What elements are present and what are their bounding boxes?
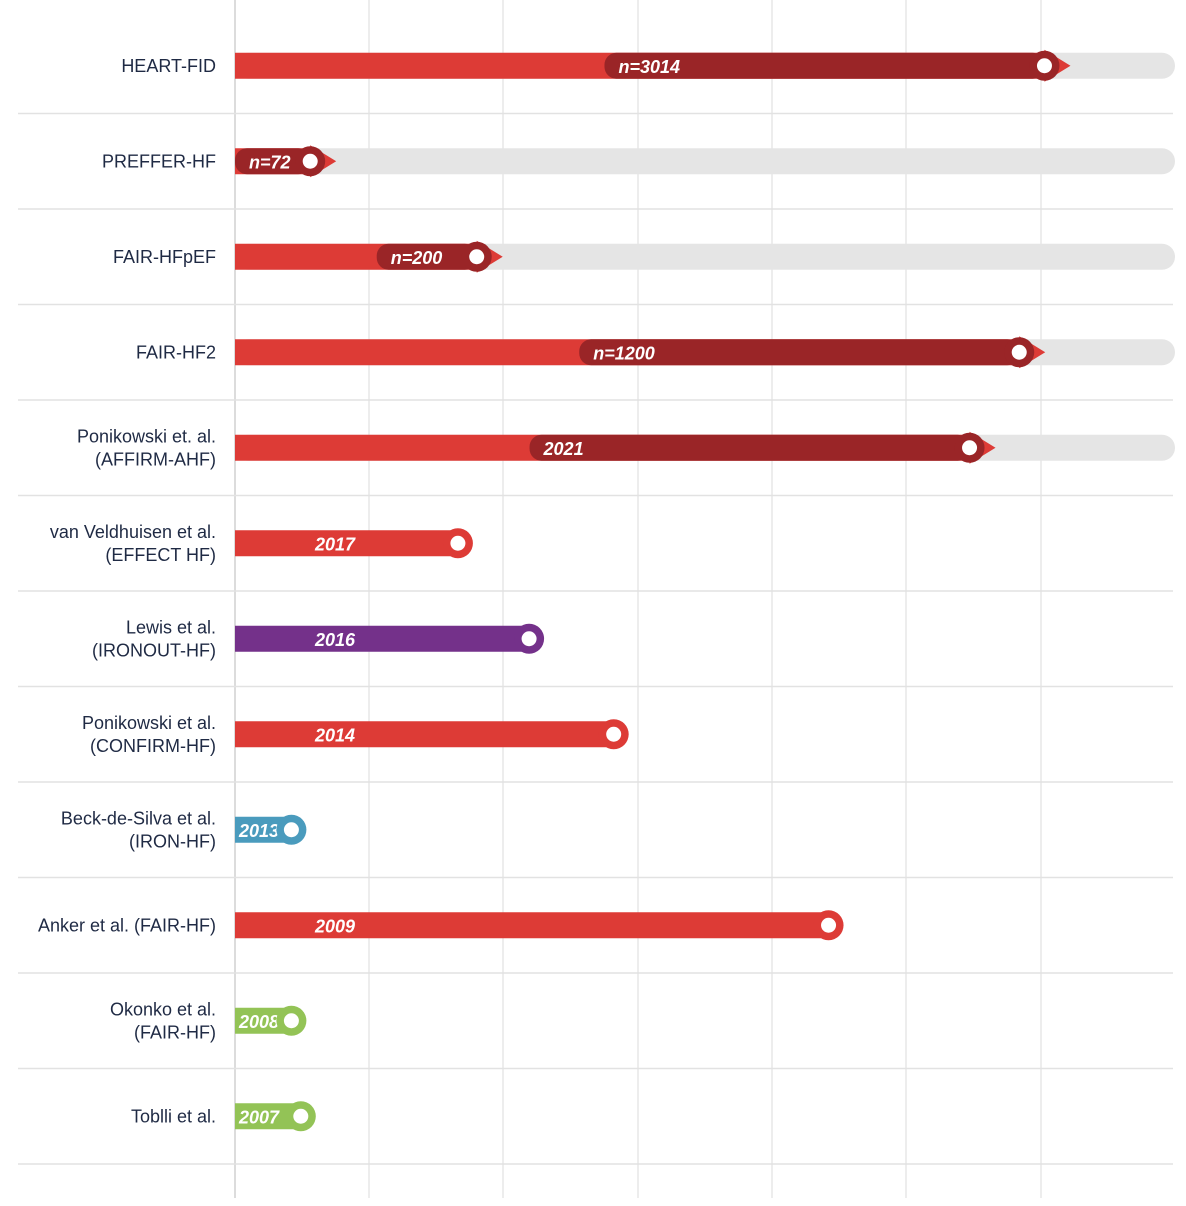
bar [235, 912, 829, 939]
bar-tag: n=1200 [593, 343, 655, 363]
chart-row: Anker et al. (FAIR-HF) 2009 [18, 910, 1173, 974]
chart-row: van Veldhuisen et al. (EFFECT HF) 2017 [18, 522, 1173, 592]
chart-row: Lewis et al. (IRONOUT-HF) 2016 [18, 617, 1173, 688]
row-label-line: Ponikowski et. al. [77, 426, 216, 446]
chart-row: Toblli et al. 2007 [18, 1101, 1173, 1165]
row-label: Anker et al. (FAIR-HF) [38, 915, 216, 935]
bar-end-marker-dot [1036, 58, 1052, 74]
bar-end-marker-dot [606, 726, 622, 742]
row-label-line: (EFFECT HF) [105, 545, 216, 565]
bar-tag: 2014 [314, 725, 355, 745]
bar-end-marker-dot [962, 440, 978, 456]
row-label-line: (FAIR-HF) [134, 1022, 216, 1042]
row-label-line: Beck-de-Silva et al. [61, 808, 216, 828]
row-label-line: Lewis et al. [126, 617, 216, 637]
row-label: FAIR-HF2 [136, 342, 216, 362]
row-label: Ponikowski et al. (CONFIRM-HF) [82, 713, 216, 756]
row-label-line: (IRON-HF) [129, 831, 216, 851]
bar-tag: 2017 [314, 534, 356, 554]
chart-row: Ponikowski et al. (CONFIRM-HF) 2014 [18, 713, 1173, 783]
bar-end-marker-dot [1011, 344, 1027, 360]
bar-track [235, 148, 1175, 175]
bar-tag: 2009 [314, 916, 355, 936]
bar-end-marker-dot [469, 249, 485, 265]
bar-end-marker-dot [283, 1013, 299, 1029]
chart-row: Ponikowski et. al. (AFFIRM-AHF) 2021 [18, 426, 1175, 497]
chart-row: FAIR-HF2 n=1200 [18, 336, 1175, 401]
row-label-line: FAIR-HF2 [136, 342, 216, 362]
bar-highlight [604, 52, 1045, 79]
bar-end-marker-dot [293, 1108, 309, 1124]
bar-tag: n=200 [391, 248, 443, 268]
row-label-line: Okonko et al. [110, 999, 216, 1019]
bar-highlight [235, 148, 311, 175]
chart-row: Beck-de-Silva et al. (IRON-HF) 2013 [18, 808, 1173, 879]
bar-end-marker-dot [450, 535, 466, 551]
row-label-line: (CONFIRM-HF) [90, 736, 216, 756]
row-label-line: van Veldhuisen et al. [50, 522, 216, 542]
bar-highlight [376, 243, 477, 270]
bar-tag: n=72 [249, 152, 291, 172]
bar [235, 625, 530, 652]
row-label-line: (IRONOUT-HF) [92, 640, 216, 660]
bar [235, 721, 614, 748]
bar-end-marker-dot [521, 631, 537, 647]
row-label: FAIR-HFpEF [113, 247, 216, 267]
row-label: Lewis et al. (IRONOUT-HF) [92, 617, 216, 660]
chart-row: PREFFER-HF n=72 [18, 145, 1175, 210]
row-label: van Veldhuisen et al. (EFFECT HF) [50, 522, 216, 565]
chart-row: FAIR-HFpEF n=200 [18, 240, 1175, 306]
bar-tag: 2008 [238, 1012, 279, 1032]
bar-tag: 2021 [543, 439, 584, 459]
row-label-line: Anker et al. (FAIR-HF) [38, 915, 216, 935]
chart-row: HEART-FID n=3014 [18, 49, 1175, 115]
chart-row: Okonko et al. (FAIR-HF) 2008 [18, 999, 1173, 1070]
row-label: Okonko et al. (FAIR-HF) [110, 999, 216, 1042]
row-label-line: HEART-FID [121, 56, 216, 76]
bar [235, 530, 458, 557]
row-label: Toblli et al. [131, 1106, 216, 1126]
bar-highlight [529, 434, 970, 461]
rows: HEART-FID n=3014 PREFFER-HF n=72 FAIR-HFpEF n… [18, 49, 1175, 1165]
row-label-line: PREFFER-HF [102, 151, 216, 171]
bar-end-marker-dot [302, 153, 318, 169]
bar-end-marker-dot [821, 917, 837, 933]
row-label-line: (AFFIRM-AHF) [95, 449, 216, 469]
bar-highlight [579, 339, 1020, 366]
bar-tag: n=3014 [618, 57, 680, 77]
row-label: Ponikowski et. al. (AFFIRM-AHF) [77, 426, 216, 469]
row-label-line: Ponikowski et al. [82, 713, 216, 733]
bar-tag: 2013 [238, 821, 279, 841]
row-label: Beck-de-Silva et al. (IRON-HF) [61, 808, 216, 851]
bar-tag: 2016 [314, 630, 356, 650]
grid [234, 0, 1042, 1198]
bar-end-marker-dot [283, 822, 299, 838]
row-label-line: FAIR-HFpEF [113, 247, 216, 267]
bar-tag: 2007 [238, 1107, 280, 1127]
row-label: PREFFER-HF [102, 151, 216, 171]
row-label: HEART-FID [121, 56, 216, 76]
row-label-line: Toblli et al. [131, 1106, 216, 1126]
